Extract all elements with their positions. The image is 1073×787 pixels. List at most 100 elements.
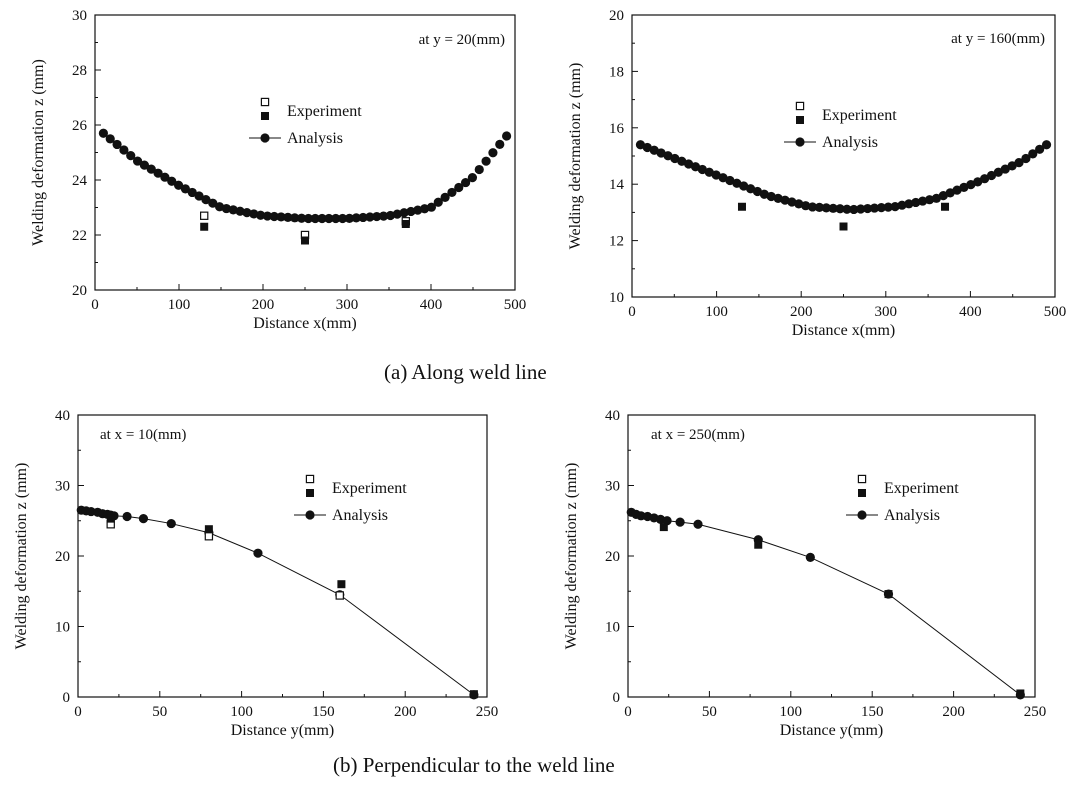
- analysis-dot: [296, 213, 307, 223]
- x-tick-label: 400: [959, 304, 982, 320]
- analysis-dot: [1021, 153, 1031, 164]
- analysis-dot: [911, 197, 921, 208]
- experiment-point: [335, 591, 344, 600]
- x-tick-label: 300: [336, 297, 359, 313]
- y-tick-label: 0: [613, 690, 621, 706]
- analysis-dot: [642, 142, 652, 153]
- analysis-dot: [180, 184, 191, 194]
- analysis-dot: [460, 177, 471, 188]
- x-tick-label: 50: [702, 704, 717, 720]
- legend: Experiment Analysis: [249, 97, 362, 147]
- x-tick-label: 500: [1044, 304, 1067, 320]
- analysis-dot: [495, 139, 505, 149]
- series-experiment-filled-square: [659, 523, 1025, 698]
- analysis-dot: [842, 204, 852, 214]
- analysis-point: [166, 518, 176, 529]
- analysis-dot: [153, 168, 163, 178]
- analysis-dot: [358, 212, 368, 223]
- analysis-dot: [488, 148, 498, 158]
- series-analysis-filled-circle: [635, 140, 1052, 215]
- legend-circle-marker: [857, 510, 867, 520]
- analysis-dot: [310, 213, 320, 224]
- x-tick-label: 0: [628, 304, 636, 320]
- analysis-dot: [351, 213, 361, 223]
- analysis-dot: [1028, 149, 1038, 159]
- analysis-dot: [807, 202, 818, 212]
- legend-circle-marker: [305, 510, 315, 520]
- analysis-dot: [890, 201, 900, 212]
- legend-label-analysis: Analysis: [287, 130, 343, 147]
- analysis-dot: [801, 201, 811, 211]
- experiment-point: [204, 532, 214, 541]
- analysis-dot: [794, 199, 804, 209]
- analysis-dot: [98, 128, 108, 138]
- analysis-dot: [255, 210, 266, 220]
- legend: Experiment Analysis: [294, 474, 407, 524]
- legend-label-experiment: Experiment: [884, 480, 959, 497]
- analysis-dot: [344, 213, 355, 223]
- experiment-point: [301, 236, 309, 245]
- analysis-dot: [677, 156, 687, 166]
- analysis-dot: [690, 162, 701, 172]
- y-tick-label: 30: [605, 479, 620, 495]
- analysis-dot: [684, 159, 694, 169]
- analysis-dot: [938, 191, 948, 201]
- x-tick-label: 200: [942, 704, 965, 720]
- y-tick-label: 14: [609, 177, 625, 193]
- x-tick-label: 300: [875, 304, 898, 320]
- x-tick-label: 250: [1024, 704, 1047, 720]
- analysis-point: [805, 552, 815, 563]
- legend-label-experiment: Experiment: [332, 480, 407, 497]
- analysis-dot: [126, 151, 136, 161]
- analysis-dot: [1014, 158, 1024, 168]
- analysis-dot: [856, 204, 866, 214]
- analysis-dot: [208, 198, 218, 208]
- experiment-point: [1016, 689, 1025, 698]
- x-tick-label: 0: [91, 297, 99, 313]
- chart-panel-b-right: 0 50 100 150 200 250 0 10 20 30 40 Distance y(mm) We…: [563, 408, 1046, 739]
- analysis-dot: [173, 180, 184, 190]
- legend-open-square-marker: [795, 101, 805, 111]
- analysis-dot: [732, 178, 742, 188]
- experiment-point: [200, 211, 209, 220]
- x-tick-label: 100: [780, 704, 803, 720]
- analysis-dot: [467, 173, 478, 183]
- series-experiment-filled-square: [737, 202, 950, 231]
- analysis-dot: [290, 213, 300, 223]
- analysis-dot: [372, 211, 382, 222]
- analysis-point: [675, 517, 685, 527]
- legend-label-analysis: Analysis: [884, 507, 940, 524]
- analysis-dot: [973, 177, 983, 187]
- analysis-dot: [711, 170, 721, 180]
- analysis-dot: [966, 179, 976, 190]
- y-tick-label: 10: [55, 620, 70, 636]
- y-tick-label: 20: [609, 8, 624, 24]
- legend-filled-square-marker: [858, 489, 866, 497]
- analysis-dot: [160, 172, 170, 182]
- analysis-dot: [862, 203, 873, 214]
- analysis-dot: [454, 182, 464, 193]
- analysis-point: [253, 548, 263, 558]
- analysis-dot: [413, 205, 423, 215]
- analysis-dot: [324, 213, 334, 224]
- y-tick-label: 24: [72, 173, 88, 189]
- y-tick-label: 20: [605, 549, 620, 565]
- analysis-dot: [269, 211, 279, 222]
- analysis-dot: [883, 202, 893, 212]
- analysis-dot: [119, 145, 129, 155]
- analysis-dot: [139, 160, 150, 170]
- analysis-dot: [924, 195, 935, 205]
- y-tick-label: 16: [609, 121, 625, 137]
- x-axis-label: Distance x(mm): [253, 315, 357, 332]
- y-tick-label: 26: [72, 118, 88, 134]
- analysis-dot: [876, 203, 886, 213]
- legend-label-experiment: Experiment: [287, 103, 362, 120]
- series-experiment-filled-square: [200, 220, 410, 245]
- analysis-dot: [931, 193, 942, 203]
- experiment-point: [401, 220, 410, 228]
- x-tick-label: 200: [394, 704, 417, 720]
- analysis-dot: [959, 182, 969, 192]
- y-tick-label: 10: [609, 290, 624, 306]
- series-analysis-filled-circle: [98, 128, 512, 224]
- x-tick-label: 50: [152, 704, 167, 720]
